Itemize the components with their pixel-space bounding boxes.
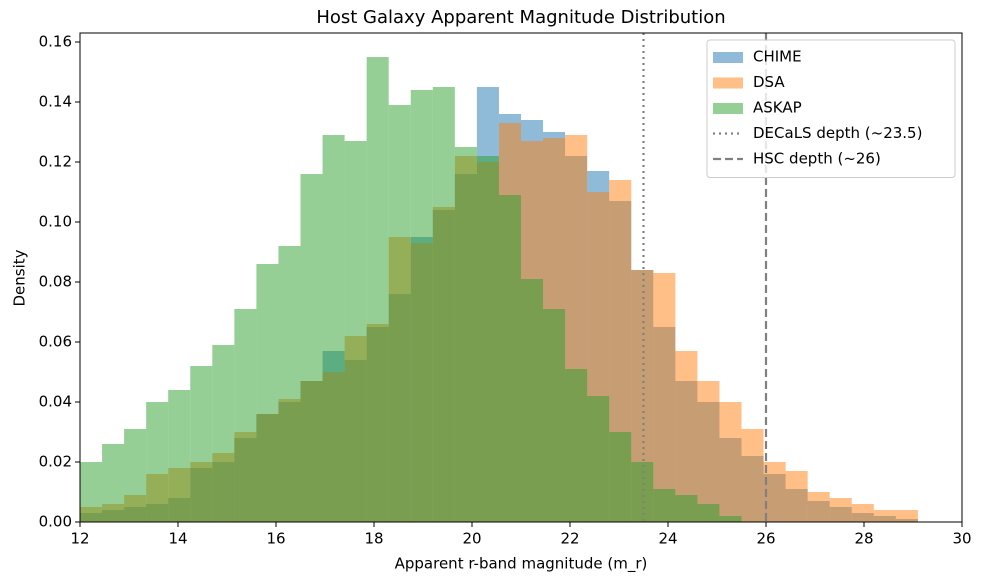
bar [366, 57, 389, 522]
bar [675, 495, 698, 522]
bar [498, 195, 521, 522]
bar [146, 402, 169, 522]
bar [212, 345, 235, 522]
legend-swatch [713, 103, 743, 114]
bar [829, 498, 852, 522]
x-tick-label: 20 [462, 530, 481, 548]
bar [256, 264, 279, 522]
legend-swatch [713, 52, 743, 63]
bar [851, 504, 874, 522]
bar [124, 429, 147, 522]
x-tick-label: 14 [168, 530, 187, 548]
x-axis-label: Apparent r-band magnitude (m_r) [395, 555, 648, 574]
bar [454, 147, 477, 522]
bar [741, 429, 764, 522]
plot-frame [79, 32, 963, 523]
bar [410, 90, 433, 522]
bar [675, 351, 698, 522]
y-tick-label: 0.04 [39, 393, 72, 411]
bar [873, 510, 896, 522]
y-tick-label: 0.06 [39, 333, 72, 351]
chart-title: Host Galaxy Apparent Magnitude Distribut… [316, 7, 725, 28]
y-tick-label: 0.08 [39, 273, 72, 291]
x-tick-label: 16 [266, 530, 285, 548]
legend-label: DECaLS depth (~23.5) [753, 124, 922, 142]
bar [565, 369, 588, 522]
y-tick-label: 0.02 [39, 453, 72, 471]
y-tick-label: 0.16 [39, 33, 72, 51]
legend-label: ASKAP [753, 99, 802, 117]
bar [719, 516, 742, 522]
bar [785, 471, 808, 522]
bar [631, 270, 654, 522]
bar [653, 273, 676, 522]
bar [278, 246, 301, 522]
bar [697, 504, 720, 522]
bar [168, 390, 191, 522]
bar [234, 309, 257, 522]
x-tick-label: 12 [70, 530, 89, 548]
bar [763, 462, 786, 522]
bar [807, 492, 830, 522]
bar [322, 135, 345, 522]
legend-label: HSC depth (~26) [753, 150, 881, 168]
bar [344, 141, 367, 522]
bar [609, 432, 632, 522]
y-tick-label: 0.14 [39, 93, 72, 111]
bar [300, 174, 323, 522]
y-tick-label: 0.00 [39, 513, 72, 531]
bar [388, 105, 411, 522]
bar [697, 381, 720, 522]
legend-swatch [713, 77, 743, 89]
legend-label: DSA [753, 73, 785, 91]
bar [631, 462, 654, 522]
y-tick-label: 0.12 [39, 153, 72, 171]
bar [190, 366, 213, 522]
x-tick-label: 24 [658, 530, 677, 548]
y-tick-label: 0.10 [39, 213, 72, 231]
x-tick-label: 30 [952, 530, 971, 548]
x-tick-label: 26 [756, 530, 775, 548]
y-axis-label: Density [11, 249, 29, 306]
x-tick-label: 22 [560, 530, 579, 548]
x-tick-label: 18 [364, 530, 383, 548]
legend: CHIME DSA ASKAP DECaLS depth (~23.5) HSC dep… [706, 39, 956, 178]
bar [895, 510, 918, 522]
bar [587, 396, 610, 522]
bar [432, 87, 455, 522]
bar [543, 309, 566, 522]
legend-frame [706, 39, 956, 178]
bar [653, 489, 676, 522]
bar [719, 402, 742, 522]
bar [80, 462, 103, 522]
bar [521, 279, 544, 522]
legend-label: CHIME [753, 48, 802, 66]
bar [476, 156, 499, 522]
x-tick-label: 28 [854, 530, 873, 548]
bar [102, 444, 125, 522]
